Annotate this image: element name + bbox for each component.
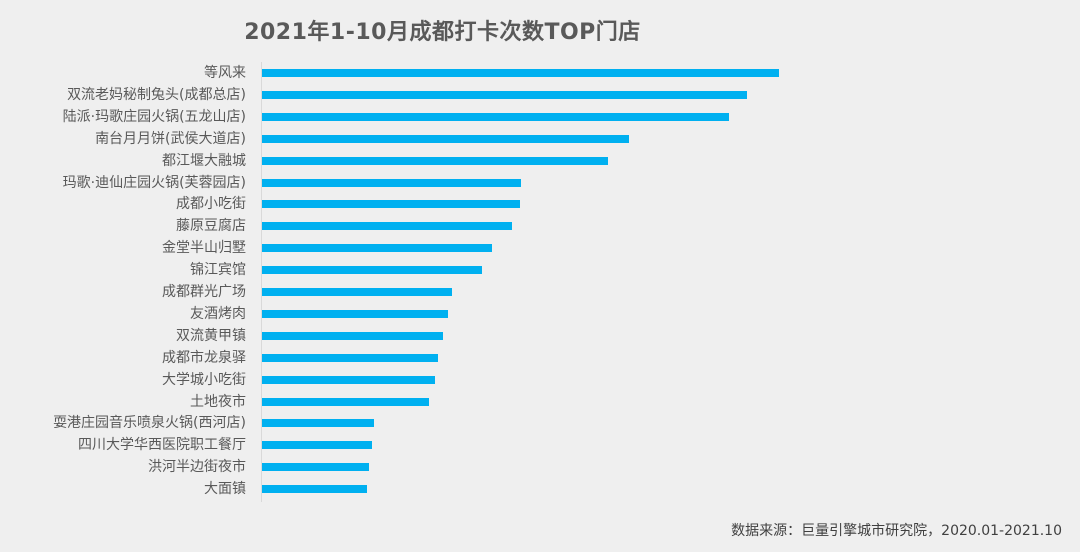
category-label: 大面镇	[204, 481, 246, 498]
bar	[262, 90, 747, 99]
bar	[262, 200, 520, 209]
bar-row: 成都群光广场	[0, 281, 1080, 303]
category-label: 友酒烤肉	[190, 305, 246, 322]
category-label: 双流黄甲镇	[176, 327, 246, 344]
category-label: 土地夜市	[190, 393, 246, 410]
bar-row: 耍港庄园音乐喷泉火锅(西河店)	[0, 412, 1080, 434]
bar	[262, 485, 367, 494]
data-source-note: 数据来源：巨量引擎城市研究院，2020.01-2021.10	[731, 523, 1062, 539]
bar	[262, 441, 372, 450]
bar	[262, 375, 435, 384]
bar	[262, 331, 443, 340]
bar-row: 陆派·玛歌庄园火锅(五龙山店)	[0, 106, 1080, 128]
bar	[262, 222, 512, 231]
bar	[262, 353, 438, 362]
bar	[262, 178, 521, 187]
category-label: 成都群光广场	[162, 284, 246, 300]
category-label: 成都市龙泉驿	[162, 349, 246, 366]
category-axis-line	[261, 62, 262, 502]
bar-row: 等风来	[0, 62, 1080, 84]
bar	[262, 244, 492, 253]
category-label: 洪河半边街夜市	[148, 459, 246, 476]
bar-row: 成都小吃街	[0, 193, 1080, 215]
bar	[262, 309, 448, 318]
bar-row: 双流老妈秘制兔头(成都总店)	[0, 84, 1080, 106]
category-label: 玛歌·迪仙庄园火锅(芙蓉园店)	[62, 174, 246, 191]
bar	[262, 419, 374, 428]
bar-row: 玛歌·迪仙庄园火锅(芙蓉园店)	[0, 172, 1080, 194]
bar-row: 大学城小吃街	[0, 369, 1080, 391]
category-label: 大学城小吃街	[162, 371, 246, 388]
category-label: 四川大学华西医院职工餐厅	[78, 437, 246, 454]
category-label: 都江堰大融城	[162, 152, 246, 169]
bar-row: 洪河半边街夜市	[0, 456, 1080, 478]
bar	[262, 156, 608, 165]
bar	[262, 463, 369, 472]
category-label: 双流老妈秘制兔头(成都总店)	[67, 86, 246, 103]
bar-row: 大面镇	[0, 478, 1080, 500]
bar-row: 友酒烤肉	[0, 303, 1080, 325]
bar-row: 土地夜市	[0, 391, 1080, 413]
bar-row: 锦江宾馆	[0, 259, 1080, 281]
bar-row: 藤原豆腐店	[0, 215, 1080, 237]
category-label: 南台月月饼(武侯大道店)	[95, 130, 246, 147]
category-label: 锦江宾馆	[190, 262, 246, 279]
bar-row: 四川大学华西医院职工餐厅	[0, 434, 1080, 456]
bar-row: 双流黄甲镇	[0, 325, 1080, 347]
category-label: 成都小吃街	[176, 196, 246, 213]
bar	[262, 134, 629, 143]
bar-row: 金堂半山归墅	[0, 237, 1080, 259]
category-label: 藤原豆腐店	[176, 218, 246, 235]
category-label: 金堂半山归墅	[162, 240, 246, 257]
bar-row: 都江堰大融城	[0, 150, 1080, 172]
bar	[262, 397, 429, 406]
bar	[262, 266, 482, 275]
bar	[262, 69, 779, 77]
bar	[262, 112, 729, 121]
bar-row: 成都市龙泉驿	[0, 347, 1080, 369]
bar	[262, 288, 452, 296]
category-label: 陆派·玛歌庄园火锅(五龙山店)	[62, 108, 246, 125]
chart-title: 2021年1-10月成都打卡次数TOP门店	[244, 20, 641, 45]
bar-row: 南台月月饼(武侯大道店)	[0, 128, 1080, 150]
category-label: 等风来	[204, 65, 246, 81]
category-label: 耍港庄园音乐喷泉火锅(西河店)	[53, 415, 246, 432]
